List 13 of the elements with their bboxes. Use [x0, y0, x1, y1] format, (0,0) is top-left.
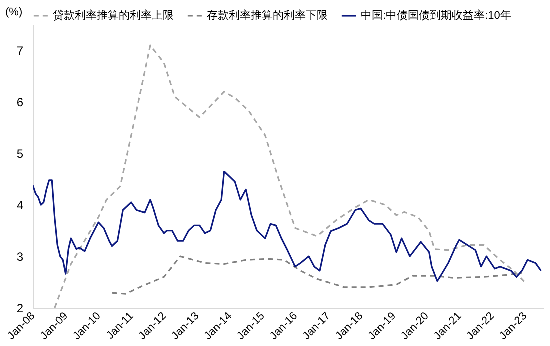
line-series: [33, 170, 542, 282]
legend-label: 贷款利率推算的利率上限: [53, 9, 174, 22]
y-tick-label: 5: [16, 147, 24, 162]
line-series: [111, 256, 523, 295]
y-tick-label: 7: [16, 44, 24, 58]
legend-label: 中国:中债国债到期收益率:10年: [361, 9, 512, 22]
y-tick-label: 3: [16, 250, 24, 264]
y-tick-label: 6: [16, 96, 24, 110]
y-tick-label: 4: [16, 198, 24, 213]
y-tick-label: 2: [16, 302, 24, 316]
legend-label: 存款利率推算的利率下限: [207, 9, 328, 22]
y-axis-title: (%): [6, 6, 23, 18]
line-series: [54, 44, 526, 308]
